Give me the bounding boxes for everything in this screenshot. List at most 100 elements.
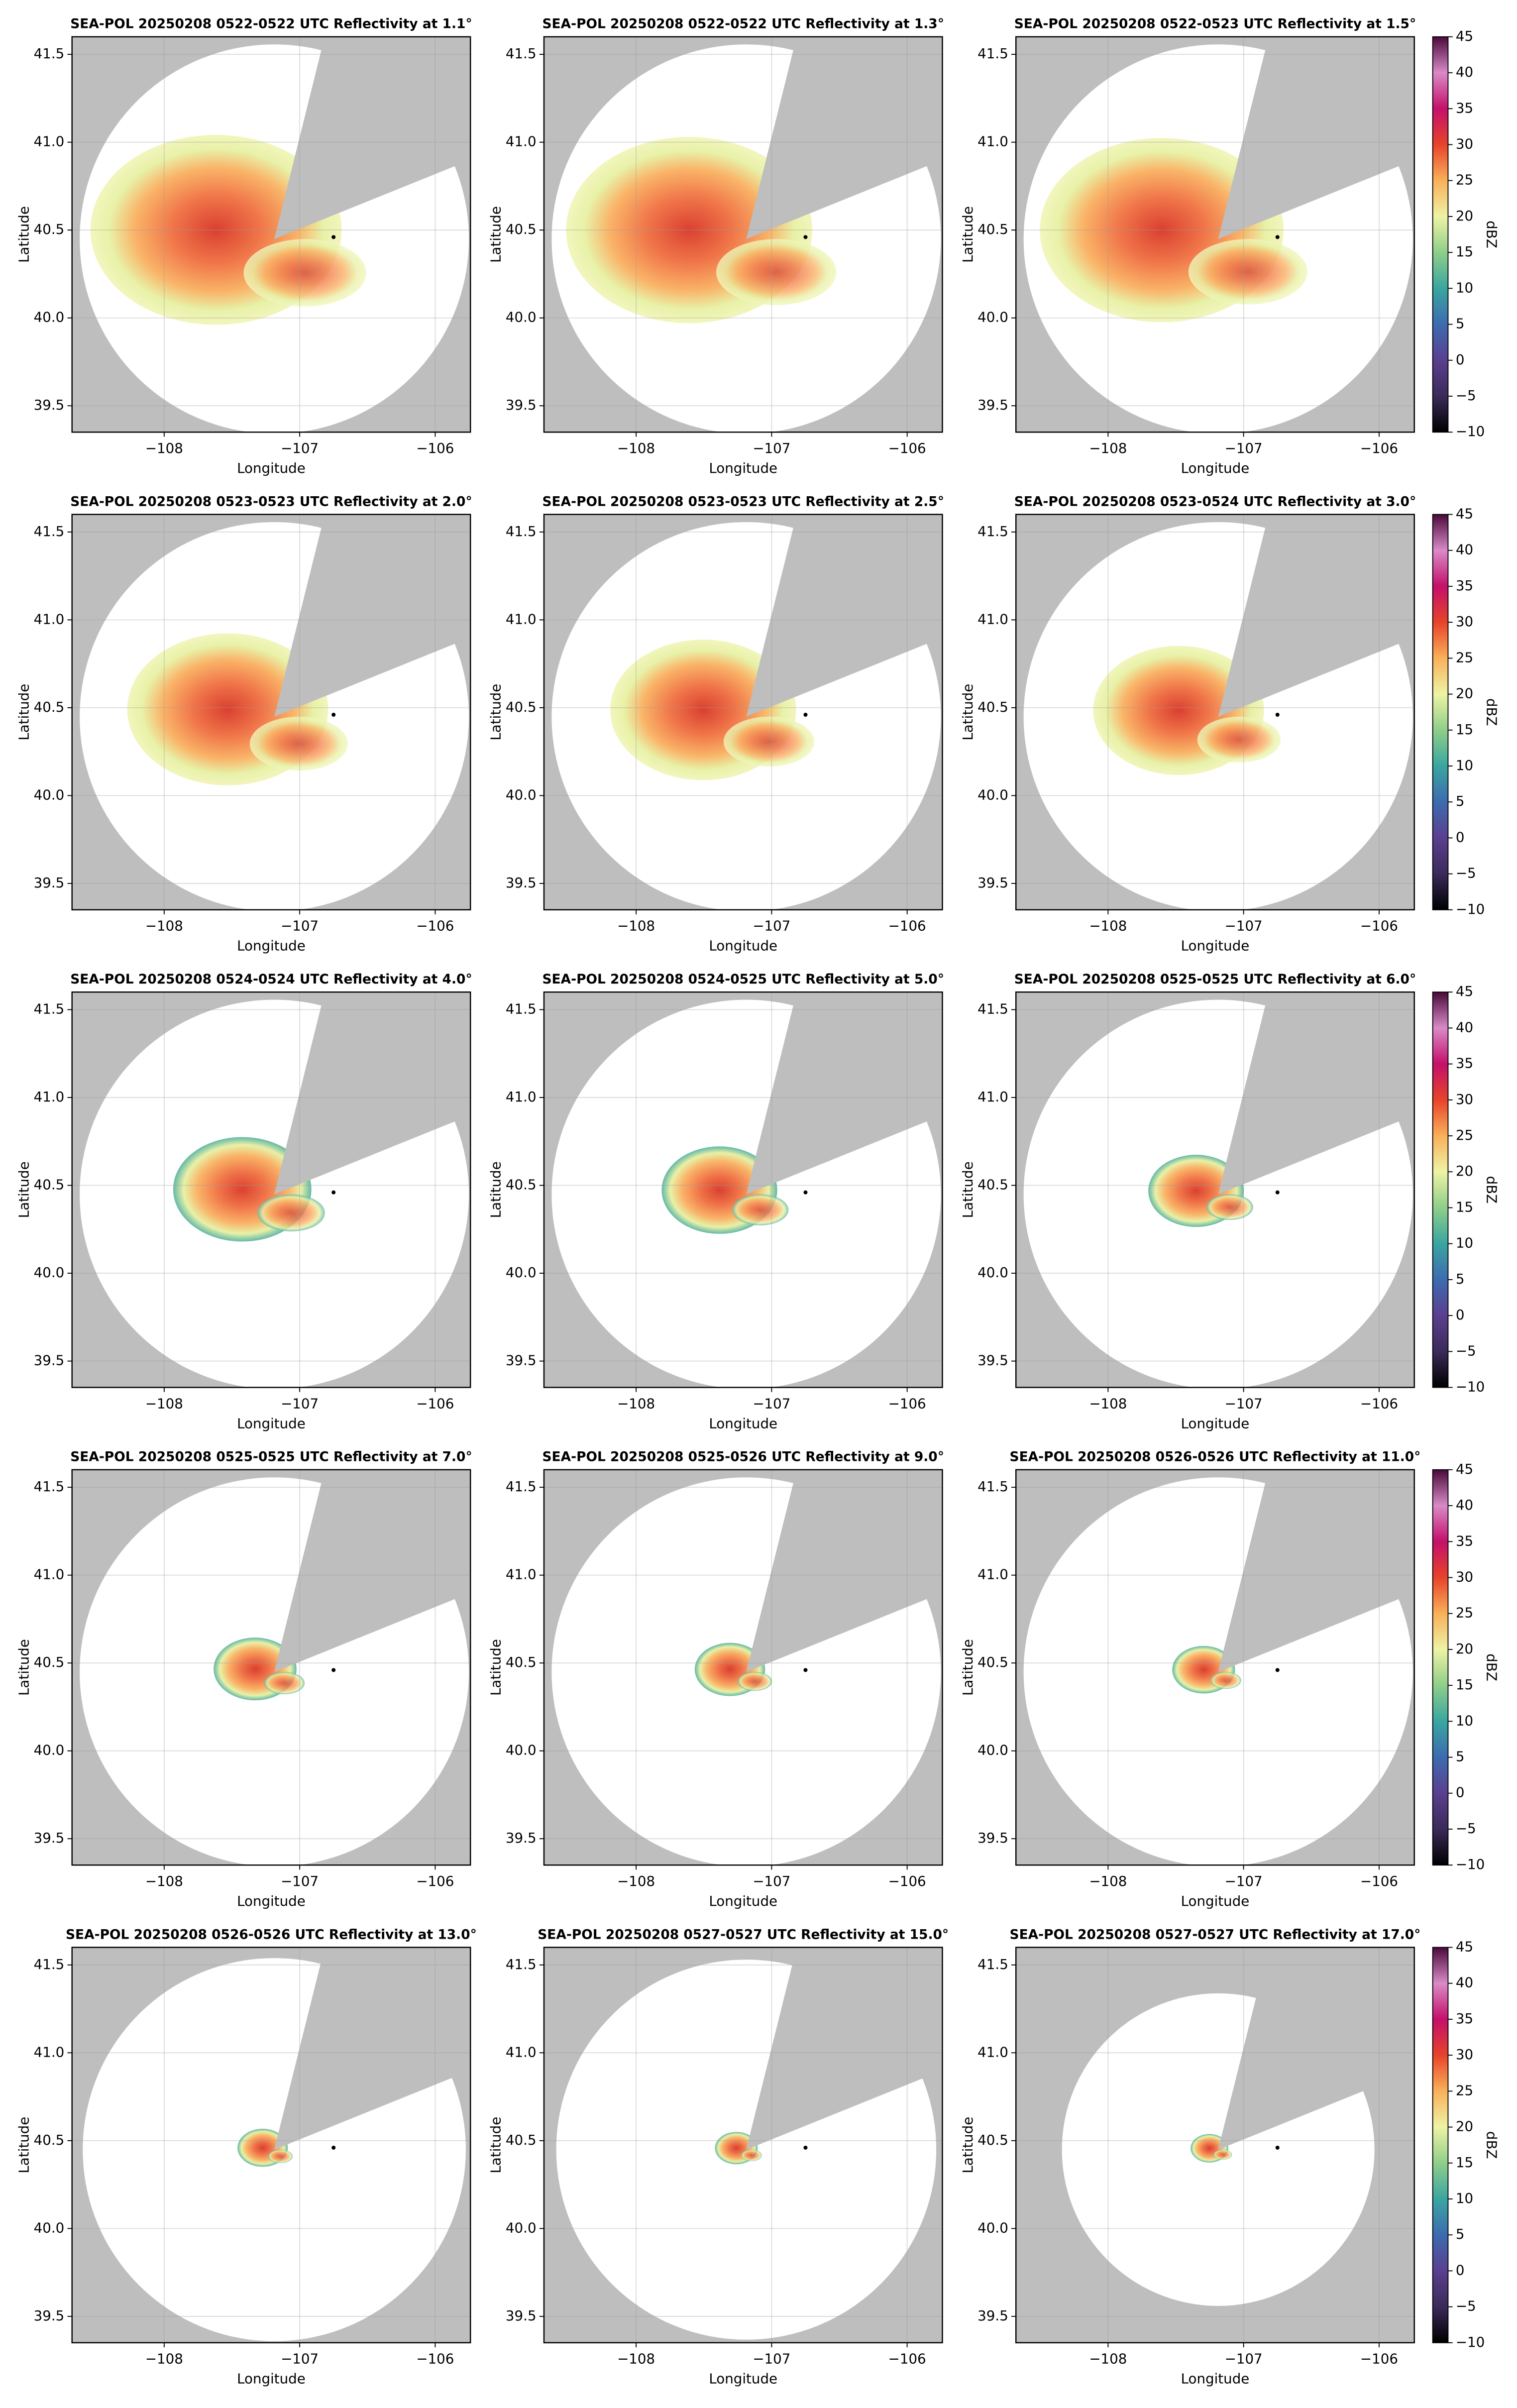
- chart-title: SEA-POL 20250208 0525-0525 UTC Reflectiv…: [70, 1449, 472, 1465]
- x-tick-label: −107: [1225, 440, 1263, 456]
- plot-area: [72, 36, 471, 433]
- panel: −108 −107 −106 39.5 40.0 40.5 41.0 41.5 SEA-POL …: [15, 1449, 472, 1909]
- axes-frame: [71, 514, 471, 911]
- colorbar-tick-label: 20: [1456, 685, 1473, 702]
- x-axis-label: Longitude: [1181, 938, 1250, 954]
- y-axis-label: Latitude: [15, 2117, 32, 2174]
- y-tick-label: 41.5: [506, 1956, 537, 1972]
- colorbar-tick-label: −10: [1456, 423, 1485, 439]
- blocked-sector: [746, 36, 943, 239]
- y-tick-label: 39.5: [506, 2307, 537, 2324]
- chart-title: SEA-POL 20250208 0523-0524 UTC Reflectiv…: [1014, 494, 1416, 509]
- x-tick-label: −108: [145, 1395, 183, 1412]
- x-tick-label: −106: [1360, 1395, 1398, 1412]
- x-axis-label: Longitude: [237, 2371, 306, 2387]
- axes-frame: [1015, 514, 1415, 911]
- y-tick-label: 41.0: [977, 1089, 1008, 1105]
- panel: −108 −107 −106 39.5 40.0 40.5 41.0 41.5 SEA-POL …: [488, 494, 944, 954]
- x-tick-label: −107: [281, 1395, 319, 1412]
- echo: [723, 716, 815, 767]
- y-tick-label: 40.0: [977, 2219, 1008, 2236]
- y-tick-label: 41.0: [506, 2044, 537, 2060]
- chart-title: SEA-POL 20250208 0524-0524 UTC Reflectiv…: [70, 972, 472, 987]
- colorbar-tick-label: 35: [1456, 2010, 1473, 2027]
- colorbar-tick-label: 20: [1456, 208, 1473, 224]
- x-tick-label: −108: [617, 1873, 655, 1889]
- chart-title: SEA-POL 20250208 0525-0526 UTC Reflectiv…: [542, 1449, 944, 1465]
- colorbar-tick-label: 0: [1456, 351, 1465, 368]
- colorbar-tick-label: −10: [1456, 901, 1485, 917]
- colorbar-tick-label: −10: [1456, 1856, 1485, 1872]
- panel: −108 −107 −106 39.5 40.0 40.5 41.0 41.5 SEA-POL …: [488, 1449, 944, 1909]
- y-tick-label: 40.5: [506, 221, 537, 237]
- echo: [1213, 2149, 1232, 2160]
- colorbar-tick-label: 5: [1456, 1271, 1465, 1287]
- blocked-sector: [1218, 992, 1414, 1195]
- x-tick-label: −106: [416, 918, 454, 934]
- blocked-sector: [1218, 1947, 1414, 2150]
- radar-site-marker: [331, 1668, 336, 1672]
- echo-field: [566, 137, 837, 324]
- y-tick-label: 40.0: [34, 786, 65, 803]
- y-tick-label: 40.5: [977, 221, 1008, 237]
- x-tick-label: −108: [145, 2351, 183, 2367]
- y-tick-label: 40.0: [977, 786, 1008, 803]
- blocked-sector: [1218, 1469, 1414, 1672]
- y-tick-label: 41.0: [34, 2044, 65, 2060]
- blocked-sector: [746, 1469, 943, 1672]
- colorbar-label: dBZ: [1484, 220, 1500, 248]
- x-axis-label: Longitude: [1181, 460, 1250, 476]
- y-tick-label: 40.0: [977, 309, 1008, 326]
- x-tick-label: −107: [753, 440, 790, 456]
- colorbar-tick-label: 10: [1456, 1235, 1473, 1251]
- echo: [738, 1672, 772, 1691]
- y-tick-label: 41.5: [977, 45, 1008, 62]
- colorbar-tick-label: 45: [1456, 1939, 1473, 1955]
- panel: −108 −107 −106 39.5 40.0 40.5 41.0 41.5 SEA-POL …: [15, 494, 472, 954]
- y-tick-label: 41.5: [506, 523, 537, 540]
- y-axis-label: Latitude: [488, 684, 504, 741]
- x-axis-label: Longitude: [237, 938, 306, 954]
- radar-site-marker: [1275, 2145, 1280, 2150]
- y-tick-label: 40.0: [34, 2219, 65, 2236]
- plot-area: [543, 514, 943, 910]
- colorbar-tick-label: 20: [1456, 2118, 1473, 2135]
- colorbar-tick-label: 20: [1456, 1641, 1473, 1657]
- colorbar-tick-label: −10: [1456, 1379, 1485, 1395]
- colorbar-label: dBZ: [1484, 698, 1500, 726]
- echo: [1197, 716, 1281, 763]
- colorbar-tick-label: 40: [1456, 1974, 1473, 1991]
- axes-frame: [543, 991, 943, 1388]
- blocked-sector: [274, 1469, 471, 1672]
- colorbar-tick-label: 25: [1456, 1127, 1473, 1143]
- y-tick-label: 39.5: [34, 875, 65, 891]
- echo-field: [1191, 2134, 1232, 2163]
- echo: [1206, 1194, 1253, 1220]
- echo-field: [1093, 646, 1281, 775]
- colorbar-tick-label: 15: [1456, 2154, 1473, 2171]
- x-tick-label: −108: [617, 918, 655, 934]
- colorbar-tick-label: 0: [1456, 1784, 1465, 1801]
- radar-site-marker: [1275, 1668, 1280, 1672]
- y-tick-label: 41.0: [34, 1089, 65, 1105]
- chart-title: SEA-POL 20250208 0522-0523 UTC Reflectiv…: [1014, 16, 1416, 32]
- y-tick-label: 40.5: [506, 699, 537, 715]
- panel: −108 −107 −106 39.5 40.0 40.5 41.0 41.5 SEA-POL …: [960, 494, 1500, 954]
- x-tick-label: −107: [753, 1873, 790, 1889]
- x-axis-label: Longitude: [237, 1415, 306, 1431]
- y-tick-label: 41.5: [34, 45, 65, 62]
- x-tick-label: −108: [617, 440, 655, 456]
- y-tick-label: 40.0: [506, 786, 537, 803]
- y-tick-label: 41.0: [506, 1089, 537, 1105]
- colorbar-label: dBZ: [1484, 1176, 1500, 1204]
- x-axis-label: Longitude: [237, 1893, 306, 1909]
- y-tick-label: 41.0: [506, 133, 537, 150]
- y-tick-label: 41.5: [34, 1478, 65, 1495]
- blocked-sector: [1218, 514, 1414, 717]
- x-tick-label: −107: [281, 918, 319, 934]
- colorbar-tick-label: 30: [1456, 2046, 1473, 2063]
- y-tick-label: 41.0: [506, 611, 537, 627]
- y-axis-label: Latitude: [960, 684, 976, 741]
- axes-frame: [71, 36, 471, 433]
- y-axis-label: Latitude: [488, 2117, 504, 2174]
